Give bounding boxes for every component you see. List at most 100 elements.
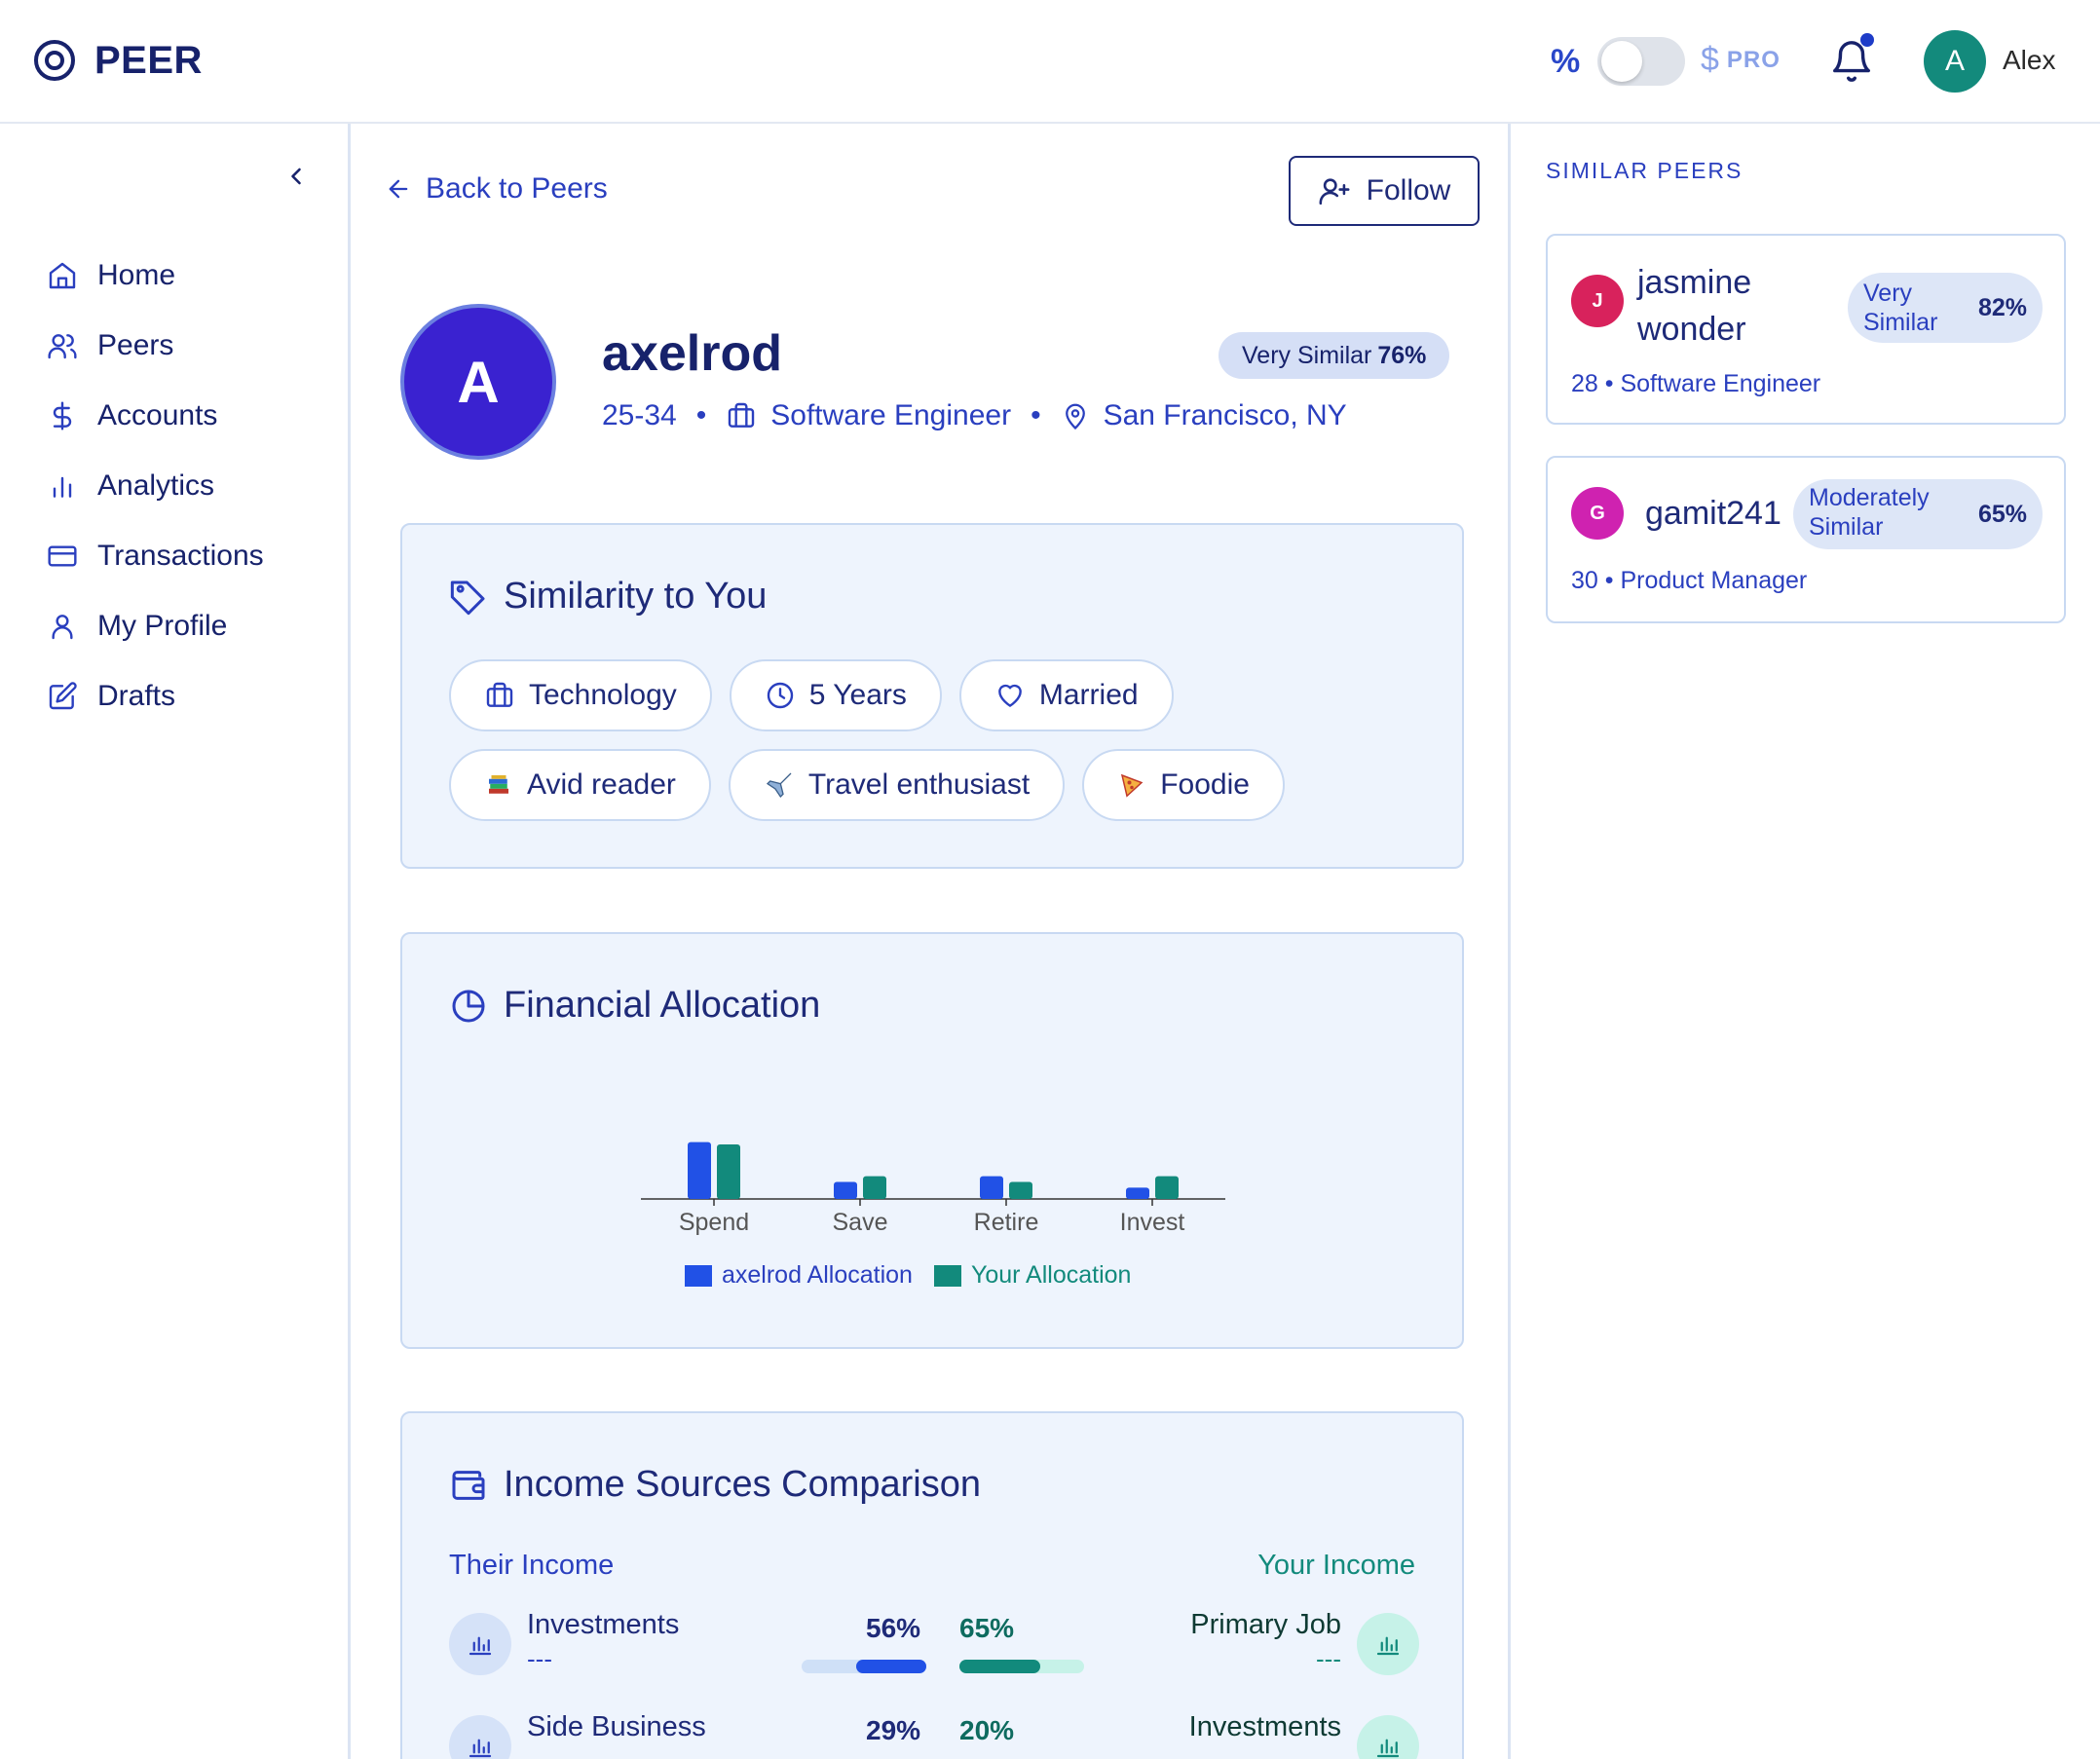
wallet-icon — [449, 1466, 488, 1505]
tag-years: 5 Years — [729, 659, 942, 731]
card-title-text: Income Sources Comparison — [504, 1464, 981, 1505]
your-income-name: Investments — [1188, 1711, 1341, 1742]
sidebar-item-drafts[interactable]: Drafts — [47, 661, 264, 731]
sidebar-item-analytics[interactable]: Analytics — [47, 451, 264, 521]
profile-location: San Francisco, NY — [1103, 399, 1347, 431]
their-income-name: Investments — [527, 1609, 680, 1640]
bar-spend-series-1 — [717, 1144, 740, 1199]
bar-save-series-1 — [863, 1176, 886, 1199]
card-title-text: Financial Allocation — [504, 985, 821, 1026]
percent-mode-label: % — [1551, 43, 1581, 80]
your-income-name: Primary Job — [1190, 1609, 1341, 1640]
follow-button[interactable]: Follow — [1289, 156, 1480, 226]
mode-toggle[interactable] — [1597, 37, 1685, 86]
financial-allocation-card: Financial Allocation Spend Save Retire Inve… — [400, 932, 1464, 1349]
bar-chart-icon — [1357, 1715, 1419, 1759]
separator-dot: • — [1031, 399, 1041, 431]
their-income-percent: 29% — [866, 1715, 921, 1745]
bar-invest-series-1 — [1155, 1176, 1179, 1199]
legend-swatch-blue — [685, 1264, 712, 1287]
bar-chart-icon — [449, 1715, 511, 1759]
sidebar-item-accounts[interactable]: Accounts — [47, 381, 264, 451]
pie-chart-icon — [449, 987, 488, 1026]
sidebar-item-label: My Profile — [97, 610, 228, 642]
sidebar-item-peers[interactable]: Peers — [47, 311, 264, 381]
sidebar-item-home[interactable]: Home — [47, 241, 264, 311]
back-label: Back to Peers — [426, 172, 608, 205]
x-tick-label: Invest — [1120, 1209, 1185, 1236]
bell-icon — [1829, 39, 1874, 84]
sidebar-item-label: Accounts — [97, 399, 218, 431]
your-income-bar-fill — [959, 1660, 1041, 1673]
pro-label: PRO — [1726, 46, 1781, 73]
similar-peers-title: SIMILAR PEERS — [1546, 158, 1744, 183]
income-card-title: Income Sources Comparison — [449, 1464, 981, 1506]
tag-label: Technology — [529, 679, 677, 711]
income-row: Investments --- 56% 65% Primary Job --- — [449, 1609, 1419, 1681]
legend-item: Your Allocation — [933, 1261, 1132, 1290]
map-pin-icon — [1061, 401, 1090, 430]
brand-logo[interactable]: PEER — [32, 38, 203, 83]
tag-foodie: Foodie — [1082, 749, 1285, 821]
user-name[interactable]: Alex — [2003, 45, 2056, 75]
home-icon — [47, 260, 78, 291]
dollar-sign: $ — [1701, 41, 1719, 78]
sidebar-item-my-profile[interactable]: My Profile — [47, 591, 264, 661]
your-income-percent: 20% — [959, 1715, 1015, 1745]
similar-peers-panel: SIMILAR PEERS J jasmine wonder Very Simi… — [1511, 124, 2100, 1759]
peer-badge-label: Moderately Similar — [1809, 484, 1930, 541]
sidebar-item-label: Drafts — [97, 680, 176, 712]
airplane-icon — [764, 769, 795, 801]
user-plus-icon — [1318, 174, 1351, 207]
tag-technology: Technology — [449, 659, 712, 731]
their-income-bar-fill — [856, 1660, 926, 1673]
bar-chart-icon — [1357, 1613, 1419, 1675]
collapse-sidebar-button[interactable] — [282, 163, 310, 190]
bar-chart-icon — [449, 1613, 511, 1675]
sidebar-item-label: Home — [97, 259, 176, 291]
profile-age: 25-34 — [602, 399, 677, 431]
bar-save-series-0 — [834, 1181, 857, 1199]
profile-avatar: A — [400, 304, 556, 460]
legend-swatch-teal — [933, 1264, 961, 1287]
profile-meta: 25-34 • Software Engineer • San Francisc… — [602, 399, 1347, 432]
back-to-peers-link[interactable]: Back to Peers — [385, 172, 608, 206]
edit-icon — [47, 681, 78, 712]
peer-name: gamit241 — [1645, 495, 1781, 532]
books-icon — [484, 770, 513, 800]
user-icon — [47, 611, 78, 642]
your-income-sub: --- — [1316, 1644, 1341, 1673]
tag-label: Foodie — [1160, 768, 1250, 801]
similarity-percent: 76% — [1377, 341, 1427, 369]
peer-name: jasmine wonder — [1637, 264, 1752, 348]
peer-avatar: J — [1571, 275, 1624, 327]
their-income-bar — [802, 1660, 926, 1673]
allocation-bar-chart: Spend Save Retire Invest — [641, 1141, 1225, 1236]
user-avatar[interactable]: A — [1924, 30, 1986, 93]
arrow-left-icon — [385, 175, 412, 203]
peer-similarity-badge: Moderately Similar 65% — [1793, 479, 2043, 549]
users-icon — [47, 330, 78, 361]
similarity-tags: Technology 5 Years Married Avid reader T… — [449, 659, 1423, 821]
peer-card-gamit241[interactable]: G gamit241 Moderately Similar 65% 30 • P… — [1546, 456, 2066, 623]
pro-mode-label: $ PRO — [1701, 41, 1781, 79]
notifications-button[interactable] — [1829, 39, 1874, 84]
your-income-label: Your Income — [1257, 1550, 1415, 1581]
sidebar-item-transactions[interactable]: Transactions — [47, 521, 264, 591]
brand-name: PEER — [94, 38, 203, 82]
dollar-icon — [47, 400, 78, 431]
x-tick-label: Spend — [679, 1209, 749, 1236]
peer-meta: 28 • Software Engineer — [1571, 370, 1821, 397]
x-tick-label: Retire — [974, 1209, 1039, 1236]
tag-label: Avid reader — [527, 768, 676, 801]
bar-spend-series-0 — [688, 1141, 711, 1199]
allocation-card-title: Financial Allocation — [449, 985, 820, 1027]
tag-avid-reader: Avid reader — [449, 749, 711, 821]
tag-label: Married — [1038, 679, 1139, 711]
chevron-left-icon — [282, 163, 310, 190]
peer-card-jasmine[interactable]: J jasmine wonder Very Similar 82% 28 • S… — [1546, 234, 2066, 425]
clock-icon — [765, 680, 796, 711]
main-content: Back to Peers Follow A axelrod Very Simi… — [354, 124, 1511, 1759]
tag-label: 5 Years — [808, 679, 907, 711]
legend-label: Your Allocation — [970, 1261, 1132, 1289]
